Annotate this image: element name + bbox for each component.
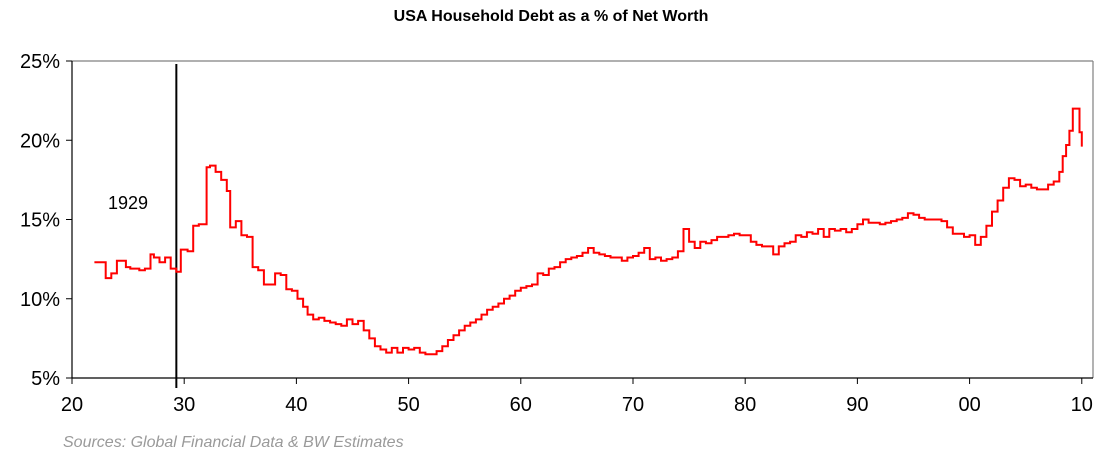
- x-tick-label: 40: [285, 394, 307, 416]
- series-line-debt-to-net-worth: [94, 107, 1083, 356]
- y-tick-label: 25%: [20, 51, 60, 73]
- series-layer: [94, 107, 1083, 356]
- y-tick-label: 15%: [20, 210, 60, 232]
- x-tick-label: 60: [510, 394, 532, 416]
- x-tick-label: 80: [734, 394, 756, 416]
- x-tick-label: 00: [958, 394, 980, 416]
- y-tick-label: 5%: [31, 368, 60, 390]
- x-tick-label: 50: [397, 394, 419, 416]
- x-tick-label: 30: [173, 394, 195, 416]
- annotation-label-1929: 1929: [108, 193, 148, 213]
- x-tick-label: 90: [846, 394, 868, 416]
- y-tick-label: 20%: [20, 130, 60, 152]
- chart-ticks: 5% 10% 15% 20% 25% 20 30 40 50 60 70 80 90 00 10: [20, 51, 1093, 416]
- x-tick-label: 20: [61, 394, 83, 416]
- y-tick-label: 10%: [20, 289, 60, 311]
- source-note: Sources: Global Financial Data & BW Esti…: [63, 434, 404, 451]
- x-tick-label: 70: [622, 394, 644, 416]
- chart-title: USA Household Debt as a % of Net Worth: [393, 8, 709, 25]
- x-tick-label: 10: [1071, 394, 1093, 416]
- annotation-layer: 1929: [108, 64, 178, 388]
